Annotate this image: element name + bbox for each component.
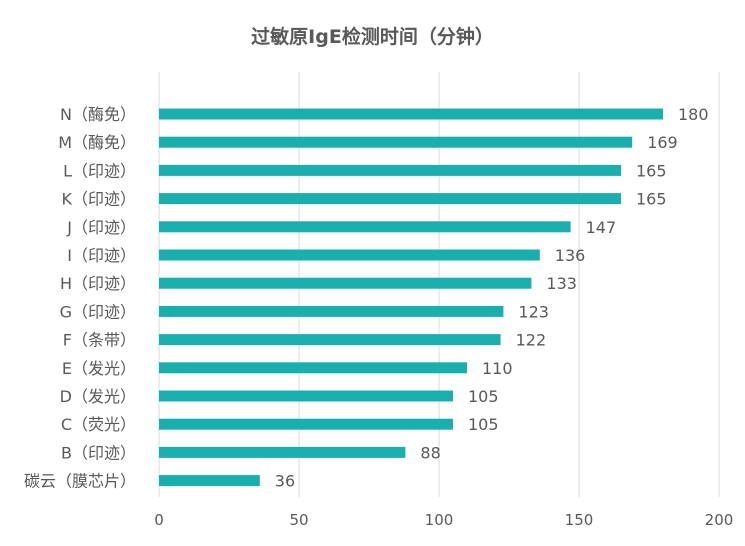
chart-title: 过敏原IgE检测时间（分钟）: [251, 26, 494, 48]
data-label: 36: [275, 472, 295, 491]
category-label: D（发光）: [60, 387, 136, 406]
data-label: 110: [482, 359, 513, 378]
data-label: 165: [636, 190, 667, 209]
x-tick-label: 150: [565, 511, 594, 529]
category-label: B（印迹）: [61, 443, 136, 462]
category-label: E（发光）: [62, 359, 136, 378]
x-axis-ticks: 0 50 100 150 200: [154, 511, 733, 529]
data-label: 133: [546, 274, 577, 293]
category-label: F（条带）: [63, 331, 136, 350]
data-label: 180: [678, 105, 709, 124]
data-label: 123: [518, 302, 549, 321]
bar: [159, 193, 621, 205]
category-label: N（酶免）: [60, 105, 136, 124]
data-label: 169: [647, 133, 678, 152]
category-label: C（荧光）: [61, 415, 136, 434]
bar: [159, 418, 453, 430]
bar: [159, 446, 406, 458]
category-label: 碳云（膜芯片）: [24, 472, 136, 491]
category-label: M（酶免）: [58, 133, 136, 152]
bar: [159, 221, 571, 233]
data-label: 105: [468, 415, 499, 434]
bar: [159, 277, 532, 289]
bar: [159, 164, 621, 176]
data-label: 165: [636, 161, 667, 180]
bar: [159, 390, 453, 402]
category-label: K（印迹）: [62, 190, 137, 209]
bar: [159, 136, 633, 148]
category-label: G（印迹）: [60, 302, 136, 321]
category-label: J（印迹）: [66, 218, 136, 237]
data-label: 122: [516, 331, 547, 350]
x-tick-label: 50: [289, 511, 308, 529]
bars: [159, 108, 663, 487]
x-tick-label: 0: [154, 511, 164, 529]
data-label: 147: [586, 218, 617, 237]
bar: [159, 475, 260, 487]
category-label: I（印迹）: [67, 246, 136, 265]
bar: [159, 108, 663, 120]
bar: [159, 334, 501, 346]
data-label: 105: [468, 387, 499, 406]
category-label: H（印迹）: [60, 274, 136, 293]
data-label: 136: [555, 246, 586, 265]
bar: [159, 362, 467, 374]
x-tick-label: 100: [425, 511, 454, 529]
category-label: L（印迹）: [63, 161, 136, 180]
bar: [159, 305, 504, 317]
data-label: 88: [420, 443, 440, 462]
category-labels: N（酶免） M（酶免） L（印迹） K（印迹） J（印迹） I（印迹） H（印迹） G（印迹）…: [24, 105, 136, 491]
x-tick-label: 200: [705, 511, 734, 529]
bar: [159, 249, 540, 261]
